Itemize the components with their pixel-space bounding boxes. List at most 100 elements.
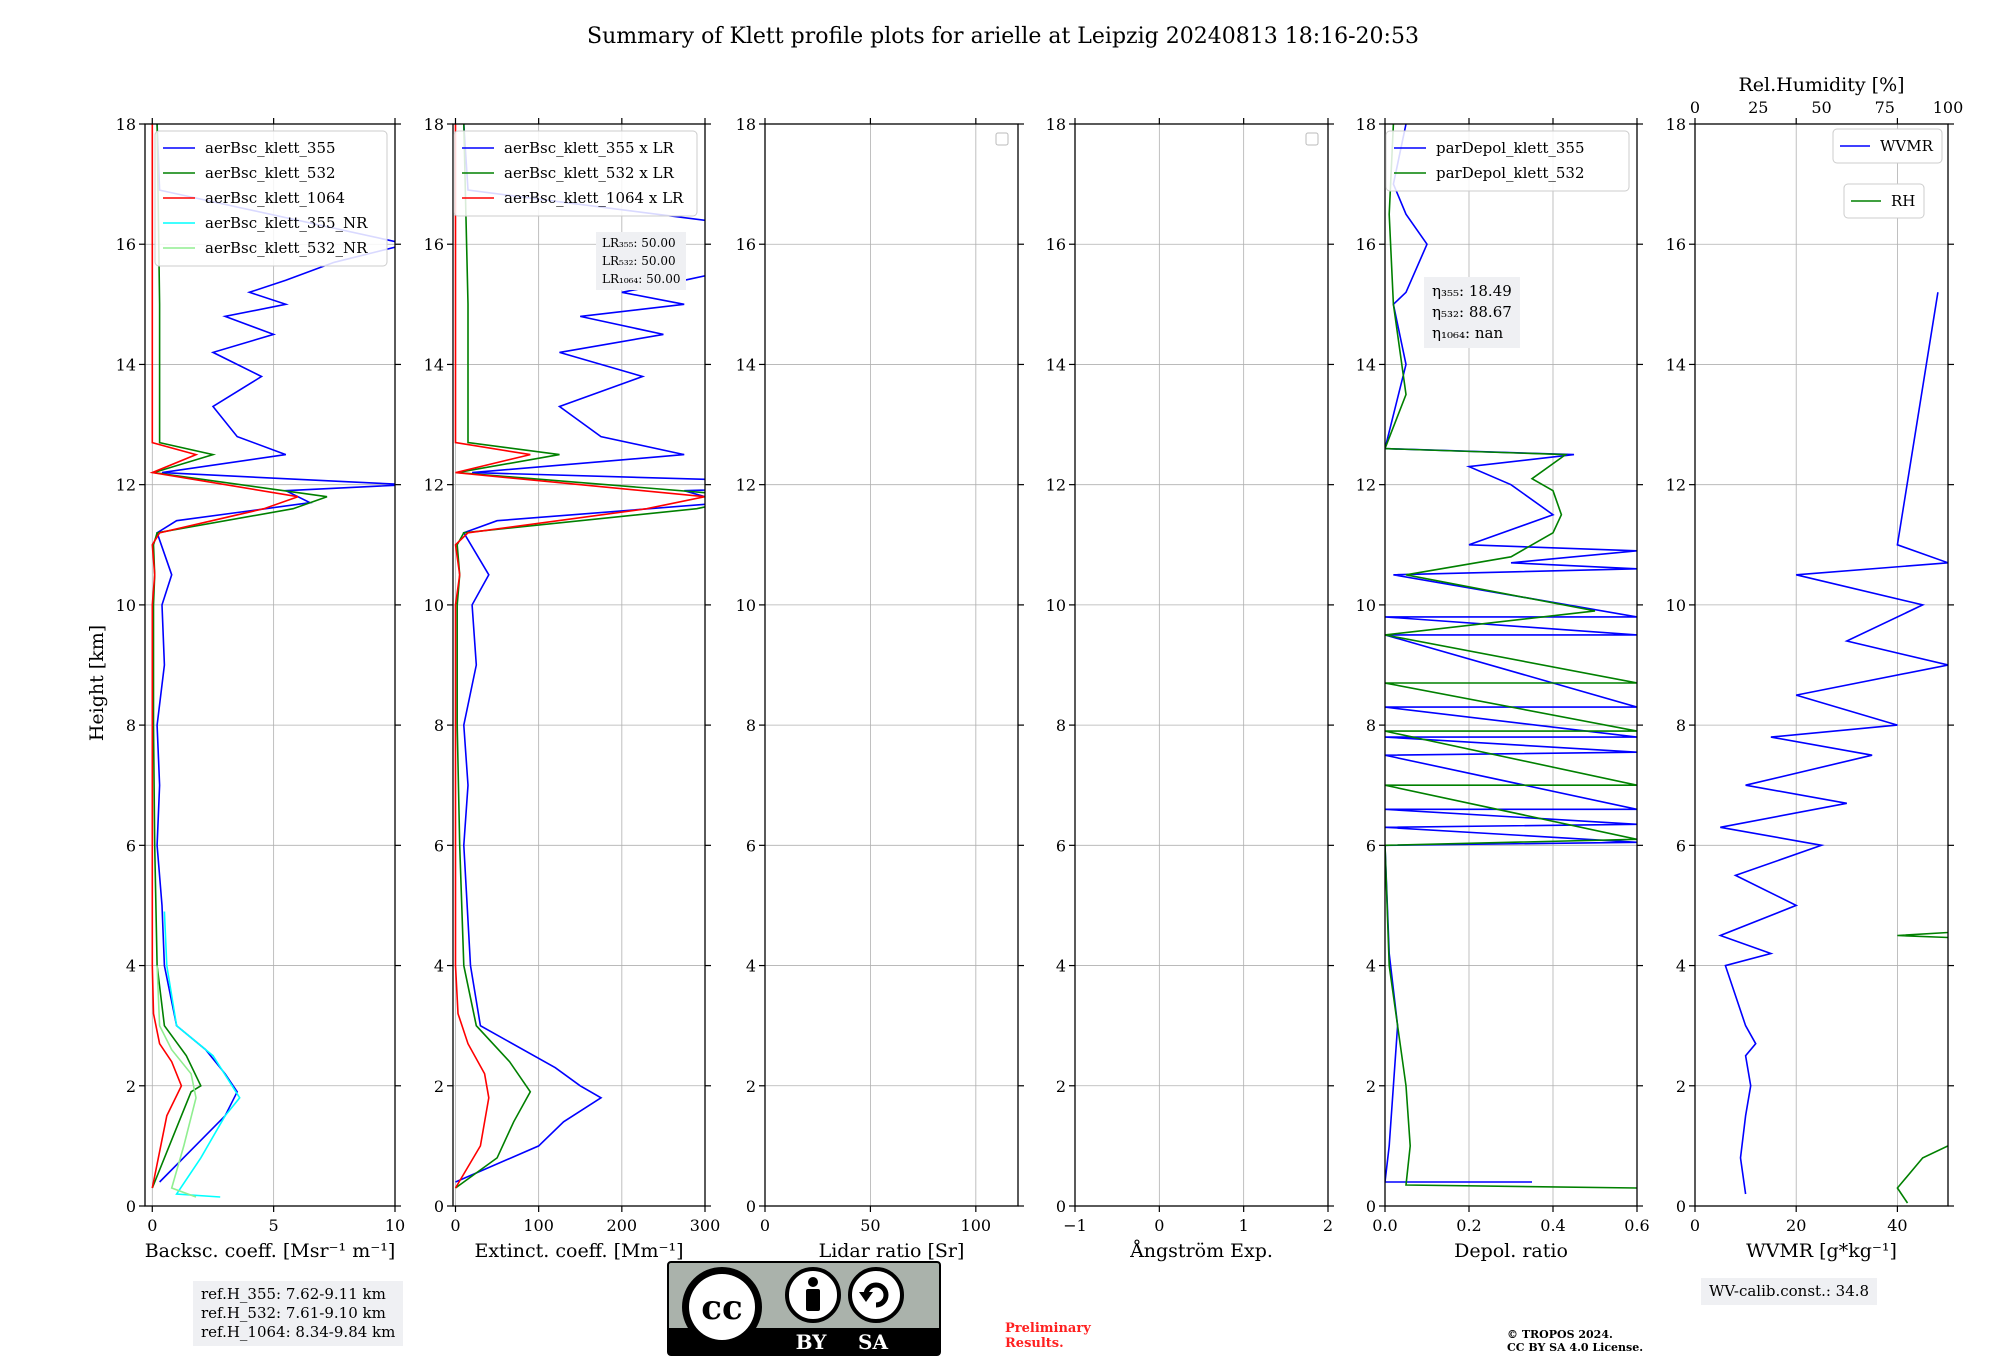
y-tick-label: 12: [1666, 476, 1686, 495]
y-tick-label: 16: [116, 235, 136, 254]
y-tick-label: 12: [116, 476, 136, 495]
legend-box: [1832, 128, 1943, 164]
legend-entry: parDepol_klett_355: [1436, 139, 1585, 157]
y-tick-label: 12: [736, 476, 756, 495]
x-axis-label: Lidar ratio [Sr]: [819, 1240, 965, 1262]
y-tick-label: 8: [1056, 716, 1066, 735]
x-tick-label: 0.4: [1540, 1216, 1565, 1235]
y-axis-label: Height [km]: [86, 625, 108, 741]
y-tick-label: 2: [434, 1077, 444, 1096]
series-RH: [1896, 931, 1948, 1204]
y-tick-label: 14: [1356, 355, 1376, 374]
top-x-tick-label: 50: [1811, 98, 1831, 117]
y-tick-label: 0: [434, 1197, 444, 1216]
y-tick-label: 12: [1356, 476, 1376, 495]
y-tick-label: 18: [1356, 115, 1376, 134]
y-tick-label: 8: [1676, 716, 1686, 735]
series-parDepol_klett_532: [1385, 124, 1637, 1189]
y-tick-label: 2: [126, 1077, 136, 1096]
legend: aerBsc_klett_355 x LR aerBsc_klett_532 x …: [453, 130, 698, 217]
panel-extinction: 0 2 4 6 8 10 12 14 16 18 0 100 200 300 Extinct. coeff.…: [424, 115, 721, 1262]
eta-532: η₅₃₂: 88.67: [1432, 303, 1512, 321]
cc-license-badge: cc BY SA: [667, 1261, 941, 1356]
plot-frame: [764, 123, 1019, 1207]
y-tick-label: 6: [126, 836, 136, 855]
svg-text:cc: cc: [701, 1288, 742, 1328]
x-axis-label: WVMR [g*kg⁻¹]: [1746, 1240, 1897, 1262]
y-tick-label: 4: [1056, 957, 1066, 976]
y-tick-label: 4: [746, 957, 756, 976]
y-tick-label: 18: [1666, 115, 1686, 134]
top-x-tick-label: 100: [1933, 98, 1964, 117]
lr-532: LR₅₃₂: 50.00: [602, 254, 676, 268]
y-tick-label: 10: [116, 596, 136, 615]
y-tick-label: 10: [424, 596, 444, 615]
x-tick-label: 1: [1239, 1216, 1249, 1235]
y-tick-label: 14: [1666, 355, 1686, 374]
y-tick-label: 0: [126, 1197, 136, 1216]
series-aerBsc_klett_355 x LR: [455, 124, 705, 1183]
x-tick-label: 0: [1690, 1216, 1700, 1235]
legend-box: [453, 130, 698, 217]
x-tick-label: 0: [1154, 1216, 1164, 1235]
series-WVMR: [1718, 292, 1948, 1195]
x-tick-label: 300: [690, 1216, 721, 1235]
x-axis-label: Extinct. coeff. [Mm⁻¹]: [474, 1240, 683, 1262]
y-tick-label: 14: [1046, 355, 1066, 374]
legend-box: [1843, 183, 1925, 219]
copyright-note: © TROPOS 2024. CC BY SA 4.0 License.: [1507, 1328, 1643, 1354]
x-tick-label: 10: [385, 1216, 405, 1235]
x-tick-label: 40: [1887, 1216, 1907, 1235]
legend: aerBsc_klett_355 aerBsc_klett_532 aerBsc_k…: [154, 130, 388, 267]
share-alike-icon: [848, 1267, 904, 1323]
y-tick-label: 4: [1366, 957, 1376, 976]
ref-height-355: ref.H_355: 7.62-9.11 km: [201, 1285, 386, 1303]
y-tick-label: 18: [1046, 115, 1066, 134]
x-tick-label: 2: [1323, 1216, 1333, 1235]
series-aerBsc_klett_1064 x LR: [454, 124, 705, 1189]
lidar-ratio-box: LR₃₅₅: 50.00 LR₅₃₂: 50.00 LR₁₀₆₄: 50.00: [596, 232, 687, 290]
series-aerBsc_klett_532_NR: [156, 965, 197, 1198]
x-tick-label: 200: [607, 1216, 638, 1235]
x-tick-label: 100: [961, 1216, 992, 1235]
top-x-tick-label: 25: [1748, 98, 1768, 117]
top-x-axis-label: Rel.Humidity [%]: [1738, 74, 1904, 96]
legend-entry: aerBsc_klett_355: [205, 139, 336, 157]
x-tick-label: 0.0: [1372, 1216, 1397, 1235]
panel-backscatter: 0 2 4 6 8 10 12 14 16 18 0 5 10 Backsc. coeff. [Msr⁻¹…: [116, 115, 406, 1262]
x-tick-label: 0.2: [1456, 1216, 1481, 1235]
y-tick-label: 6: [434, 836, 444, 855]
legend-entry: aerBsc_klett_1064 x LR: [504, 189, 684, 207]
y-tick-label: 0: [1056, 1197, 1066, 1216]
y-tick-label: 8: [746, 716, 756, 735]
svg-text:SA: SA: [858, 1330, 888, 1354]
plot-frame: [1694, 123, 1949, 1207]
y-tick-label: 8: [434, 716, 444, 735]
legend-box: [154, 130, 388, 267]
y-tick-label: 14: [116, 355, 136, 374]
legend-entry: aerBsc_klett_532_NR: [205, 239, 368, 257]
ref-height-1064: ref.H_1064: 8.34-9.84 km: [201, 1323, 396, 1341]
x-axis-label: Ångström Exp.: [1129, 1240, 1273, 1262]
x-tick-label: 0: [450, 1216, 460, 1235]
x-tick-label: 50: [860, 1216, 880, 1235]
top-x-tick-label: 75: [1875, 98, 1895, 117]
x-axis-label: Backsc. coeff. [Msr⁻¹ m⁻¹]: [145, 1240, 396, 1262]
legend-box: [1385, 130, 1630, 192]
legend-entry: aerBsc_klett_355 x LR: [504, 139, 675, 157]
y-tick-label: 2: [1056, 1077, 1066, 1096]
y-tick-label: 10: [1356, 596, 1376, 615]
legend-entry: WVMR: [1880, 137, 1934, 155]
x-tick-label: 100: [523, 1216, 554, 1235]
y-tick-label: 18: [736, 115, 756, 134]
empty-legend: [1305, 132, 1319, 146]
series-aerBsc_klett_355: [156, 124, 395, 1183]
x-tick-label: 20: [1786, 1216, 1806, 1235]
y-tick-label: 12: [1046, 476, 1066, 495]
reference-heights-box: ref.H_355: 7.62-9.11 km ref.H_532: 7.61-…: [193, 1281, 404, 1346]
y-tick-label: 10: [1046, 596, 1066, 615]
legend: WVMR RH: [1832, 128, 1943, 219]
y-tick-label: 10: [736, 596, 756, 615]
